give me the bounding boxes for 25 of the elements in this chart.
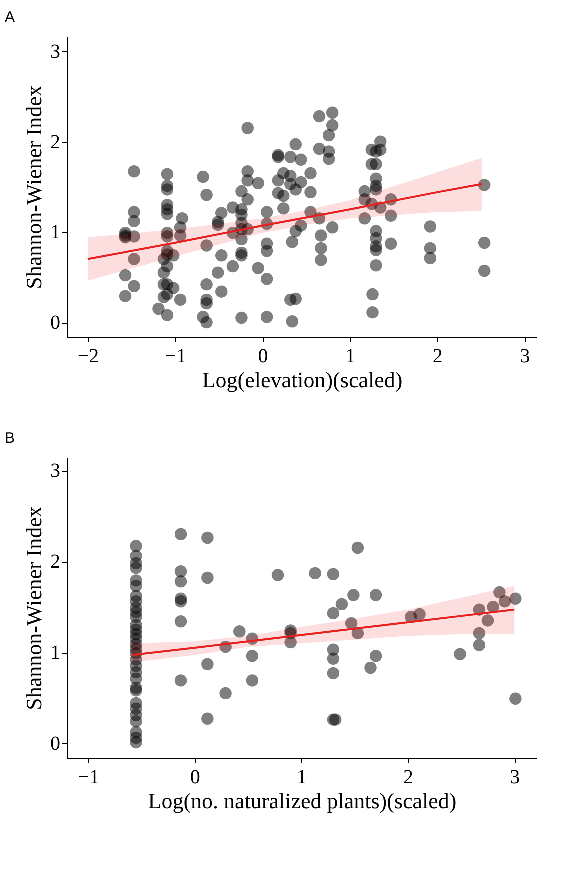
chart-title: A xyxy=(5,9,16,26)
y-tick-label: 2 xyxy=(50,551,60,574)
chart-title: B xyxy=(5,430,16,447)
x-tick-label: 0 xyxy=(258,346,268,368)
x-axis-title: Log(no. naturalized plants)(scaled) xyxy=(148,788,457,814)
y-axis-title: Shannon-Wiener Index xyxy=(22,86,46,290)
x-tick-label: 3 xyxy=(520,346,530,368)
y-tick-label: 0 xyxy=(50,312,60,334)
y-tick-label: 0 xyxy=(50,732,60,755)
x-tick-label: 3 xyxy=(510,766,520,788)
x-tick-label: 2 xyxy=(404,766,414,788)
y-tick-label: 1 xyxy=(50,642,60,664)
y-tick-label: 2 xyxy=(50,131,60,154)
x-tick-label: −1 xyxy=(165,346,186,368)
x-tick-label: 1 xyxy=(296,766,307,788)
y-axis-title: Shannon-Wiener Index xyxy=(22,506,46,710)
x-tick-label: 2 xyxy=(432,346,443,368)
y-tick-label: 3 xyxy=(50,40,60,63)
x-tick-label: −1 xyxy=(78,766,100,788)
x-axis-title: Log(elevation)(scaled) xyxy=(202,368,403,392)
y-tick-label: 3 xyxy=(50,460,60,482)
x-tick-label: 1 xyxy=(346,346,356,368)
y-tick-label: 1 xyxy=(50,222,60,244)
x-tick-label: −2 xyxy=(78,346,100,368)
x-tick-label: 0 xyxy=(190,766,200,788)
